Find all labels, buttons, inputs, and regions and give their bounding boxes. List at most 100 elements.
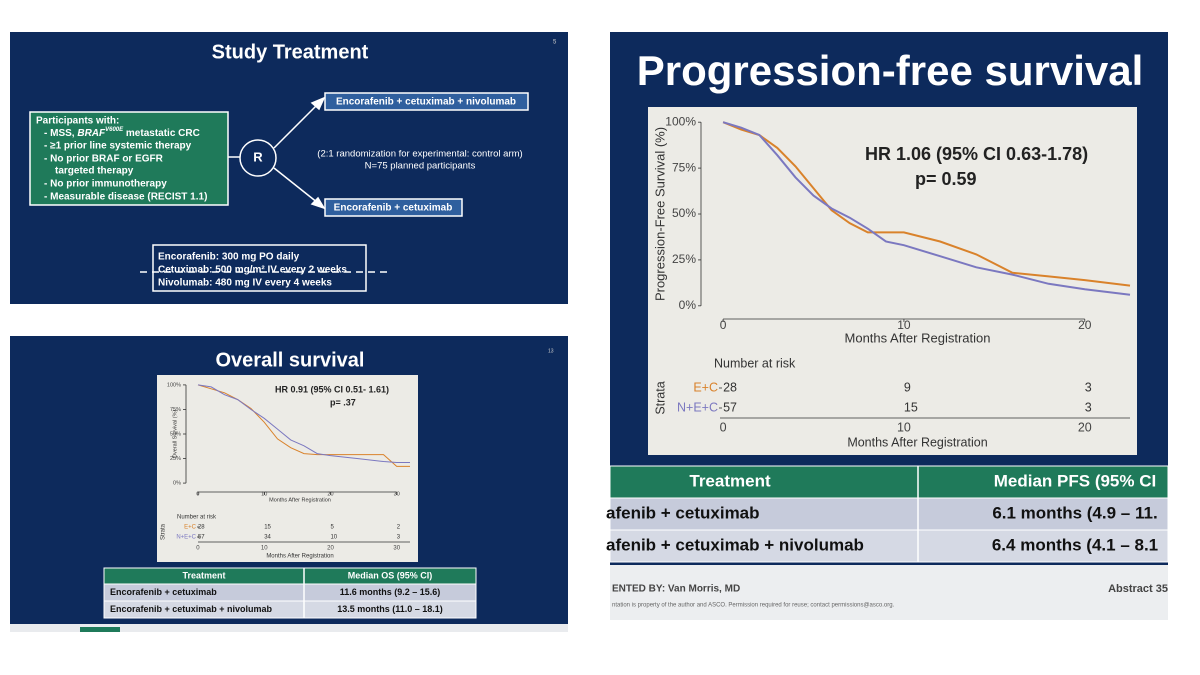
slide-footer — [610, 565, 1168, 620]
slide-footer — [10, 624, 568, 632]
cell: afenib + cetuximab — [606, 503, 760, 522]
survival-curve — [722, 121, 1131, 296]
cell: 6.4 months (4.1 – 8.1 — [992, 535, 1158, 554]
text: - MSS, — [44, 128, 77, 139]
notice: ntation is property of the author and AS… — [612, 603, 895, 609]
risk-count: 28 — [723, 380, 737, 394]
gene: BRAF — [77, 128, 106, 139]
participants-line: - No prior immunotherapy — [44, 179, 167, 190]
y-tick-label: 100% — [167, 382, 181, 388]
slide-title: Progression-free survival — [637, 47, 1144, 94]
randomization-circle — [239, 139, 277, 177]
y-axis-title: Overall Survival (%) — [172, 410, 178, 459]
x-tick-label: 0 — [196, 491, 199, 497]
survival-curve — [197, 384, 410, 467]
annotation: p= 0.59 — [915, 169, 977, 189]
risk-title: Number at risk — [177, 515, 217, 521]
page-number: 13 — [548, 348, 554, 354]
y-axis-title: Progression-Free Survival (%) — [652, 127, 667, 301]
arrowhead — [310, 196, 326, 210]
risk-x-tick-label: 10 — [261, 546, 268, 552]
risk-count: 5 — [330, 525, 334, 531]
risk-count: 57 — [723, 400, 737, 414]
risk-count: 3 — [1085, 400, 1092, 414]
header-cell: Median PFS (95% CI — [994, 471, 1156, 490]
dosing-line: Encorafenib: 300 mg PO daily — [158, 252, 300, 263]
risk-count: 9 — [904, 380, 911, 394]
cell: Encorafenib + cetuximab — [110, 587, 217, 597]
presenter: ENTED BY: Van Morris, MD — [612, 584, 740, 595]
risk-count: 3 — [1085, 380, 1092, 394]
strata-name: E+C — [184, 525, 197, 531]
survival-curve — [197, 384, 410, 463]
x-tick-label: 30 — [394, 491, 400, 497]
randomization-symbol: R — [253, 149, 263, 164]
y-tick-label: 75% — [672, 160, 696, 174]
y-tick-label: 100% — [665, 114, 696, 128]
cell: Encorafenib + cetuximab + nivolumab — [110, 604, 273, 614]
cell: 13.5 months (11.0 – 18.1) — [337, 604, 443, 614]
risk-count: 2 — [397, 525, 401, 531]
arrows — [273, 96, 326, 210]
header-cell: Treatment — [182, 570, 225, 580]
participants-line: - MSS, BRAFV600E metastatic CRC — [44, 127, 200, 139]
arrow — [273, 167, 319, 204]
y-tick-label: 0% — [679, 298, 697, 312]
participants-line: - No prior BRAF or EGFR — [44, 154, 164, 165]
survival-curve — [722, 121, 1131, 287]
strata-label: Strata — [161, 523, 167, 540]
participants-box — [29, 111, 229, 206]
risk-count: 10 — [330, 535, 337, 541]
risk-title: Number at risk — [714, 356, 796, 370]
mutation: V600E — [105, 127, 124, 133]
participants-text: Participants with: - MSS, BRAFV600E meta… — [36, 116, 207, 203]
arm-label: Encorafenib + cetuximab + nivolumab — [336, 97, 516, 108]
strata-name: N+E+C — [176, 535, 196, 541]
participants-heading: Participants with: — [36, 116, 119, 127]
y-tick-label: 25% — [672, 252, 696, 266]
arm-box — [324, 198, 463, 217]
x-tick-label: 20 — [327, 491, 333, 497]
dosing-line: Nivolumab: 480 mg IV every 4 weeks — [158, 278, 332, 289]
strata-name: N+E+C — [677, 400, 718, 414]
table: Treatment Median PFS (95% CI afenib + cetu… — [606, 465, 1169, 563]
x-tick-label: 10 — [261, 491, 267, 497]
slide-title: Study Treatment — [212, 41, 369, 63]
table-row — [103, 600, 477, 619]
table-row — [609, 497, 1169, 531]
header-cell: Median OS (95% CI) — [348, 570, 433, 580]
participants-line: targeted therapy — [55, 166, 134, 177]
annotation: HR 1.06 (95% CI 0.63-1.78) — [865, 144, 1088, 164]
x-tick-label: 20 — [1078, 318, 1092, 332]
y-tick-label: 0% — [173, 481, 181, 487]
abstract: Abstract 35 — [1108, 583, 1168, 595]
footer-bar — [80, 627, 120, 632]
risk-count: 3 — [397, 535, 401, 541]
x-axis-title: Months After Registration — [845, 330, 991, 345]
x-axis-title: Months After Registration — [269, 497, 331, 503]
table: Treatment Median OS (95% CI) Encorafenib +… — [103, 567, 477, 619]
risk-x-tick-label: 0 — [196, 546, 200, 552]
chart-panel — [157, 375, 418, 562]
risk-x-tick-label: 30 — [393, 546, 400, 552]
risk-count: 28 — [198, 525, 205, 531]
participants-line: - ≥1 prior line systemic therapy — [44, 141, 192, 152]
arm-label: Encorafenib + cetuximab — [334, 203, 453, 214]
risk-x-tick-label: 20 — [327, 546, 334, 552]
arm-box — [324, 92, 529, 111]
risk-x-tick-label: 10 — [897, 420, 911, 434]
header-cell: Treatment — [689, 471, 771, 490]
cell: 11.6 months (9.2 – 15.6) — [340, 587, 441, 597]
randomization-text: (2:1 randomization for experimental: con… — [317, 149, 522, 160]
table-row — [609, 529, 1169, 563]
slide-title: Overall survival — [216, 349, 365, 371]
dosing-line: Cetuximab: 500 mg/m² IV every 2 weeks — [158, 265, 347, 276]
randomization-text: N=75 planned participants — [365, 161, 476, 172]
y-tick-label: 75% — [170, 407, 181, 413]
cell: afenib + cetuximab + nivolumab — [606, 535, 864, 554]
risk-x-axis-title: Months After Registration — [847, 435, 987, 449]
participants-line: - Measurable disease (RECIST 1.1) — [44, 192, 207, 203]
text: metastatic CRC — [123, 128, 200, 139]
risk-x-tick-label: 0 — [720, 420, 727, 434]
